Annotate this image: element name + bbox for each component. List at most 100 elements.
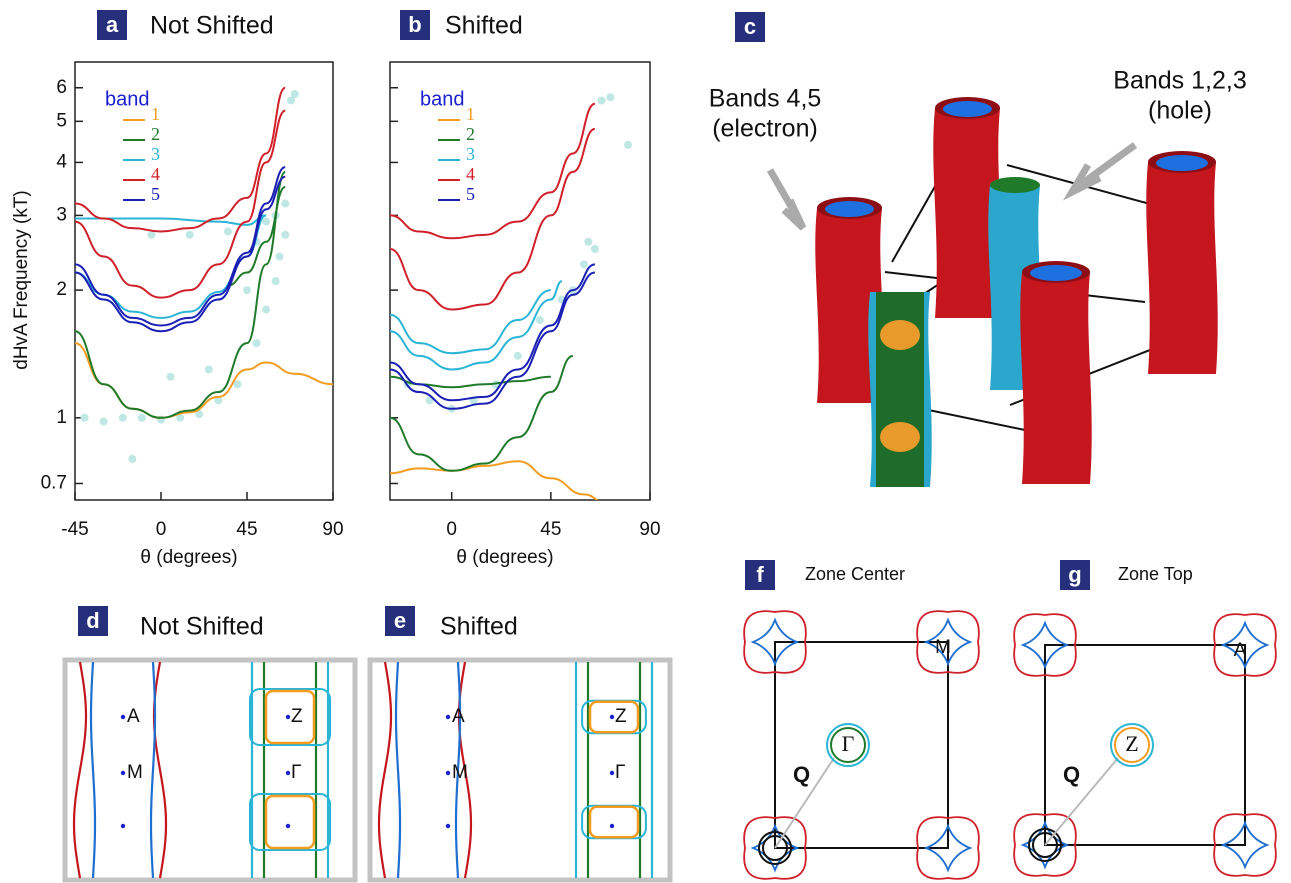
k-label: A [1234, 640, 1247, 661]
band-curve [75, 177, 285, 331]
data-point [275, 253, 283, 261]
annotation: (electron) [712, 115, 818, 143]
chart-title: Not Shifted [150, 12, 274, 40]
data-point [100, 418, 108, 426]
x-axis-label: θ (degrees) [456, 547, 553, 568]
zone-square [775, 642, 948, 848]
legend-title: band [105, 88, 150, 110]
arrow [1072, 145, 1135, 192]
band-curve [390, 377, 551, 388]
band-curve [75, 343, 333, 418]
y-tick-label: 2 [56, 279, 67, 300]
arrow [770, 170, 803, 228]
k-label: Γ [291, 762, 301, 783]
y-tick-label: 5 [56, 110, 67, 131]
legend-label: 5 [151, 184, 160, 204]
figure: aNot Shifted0.7123456-4504590θ (degrees)… [0, 0, 1291, 883]
q-vector [1045, 758, 1118, 845]
pocket [880, 422, 920, 452]
data-point [514, 352, 522, 360]
contour-line [151, 662, 155, 878]
legend-label: 1 [466, 104, 475, 124]
contour-line [154, 662, 166, 878]
data-point [281, 231, 289, 239]
x-tick-label: 90 [322, 519, 343, 540]
k-label: A [127, 706, 140, 727]
panel-letter: a [106, 12, 119, 37]
band-curve [390, 290, 551, 353]
panel-title: Zone Center [805, 564, 905, 584]
contour-line [379, 662, 391, 878]
legend-label: 5 [466, 184, 475, 204]
x-tick-label: -45 [61, 519, 88, 540]
annotation: (hole) [1148, 97, 1212, 125]
k-point [121, 824, 125, 828]
data-point [291, 90, 299, 98]
band-curve [390, 461, 606, 503]
k-label: Γ [615, 762, 625, 783]
data-point [591, 245, 599, 253]
data-point [167, 373, 175, 381]
data-point [224, 227, 232, 235]
k-point [446, 824, 450, 828]
band-curve [75, 111, 285, 298]
x-tick-label: 90 [639, 519, 660, 540]
panel-letter: d [86, 608, 99, 633]
tube-top [990, 177, 1040, 193]
fermi-cylinder [1020, 272, 1091, 484]
band-curve [390, 129, 595, 310]
band-curve [390, 264, 595, 400]
y-tick-label: 4 [56, 151, 67, 172]
data-point [262, 218, 270, 226]
k-point [121, 771, 125, 775]
k-label: M [452, 762, 468, 783]
plot-area [390, 93, 632, 503]
k-point [446, 715, 450, 719]
k-point [610, 824, 614, 828]
contour-line [91, 662, 95, 878]
panel-title: Shifted [440, 613, 518, 641]
x-tick-label: 45 [540, 519, 561, 540]
k-point [286, 824, 290, 828]
data-point [81, 414, 89, 422]
data-point [119, 414, 127, 422]
legend-label: 3 [151, 144, 160, 164]
band-curve [390, 356, 573, 471]
panel-letter: c [744, 14, 756, 39]
data-point [584, 238, 592, 246]
vector-label: Q [793, 762, 810, 787]
k-label: M [127, 762, 143, 783]
x-tick-label: 0 [446, 519, 457, 540]
legend-label: 2 [151, 124, 160, 144]
x-axis-label: θ (degrees) [140, 547, 237, 568]
legend-label: 1 [151, 104, 160, 124]
plot-frame [75, 62, 333, 500]
y-tick-label: 1 [56, 407, 67, 428]
data-point [138, 414, 146, 422]
panel-letter: f [756, 562, 764, 587]
contour-line [396, 662, 400, 878]
legend-label: 3 [466, 144, 475, 164]
zone-square [1045, 645, 1245, 845]
pocket-contour [266, 796, 314, 848]
data-point [580, 260, 588, 268]
data-point [262, 306, 270, 314]
pocket-contour [590, 807, 638, 837]
panel-letter: g [1068, 562, 1081, 587]
k-label: Γ [842, 731, 855, 756]
legend-title: band [420, 88, 465, 110]
plot-area [75, 88, 333, 463]
data-point [243, 286, 251, 294]
k-point [446, 771, 450, 775]
contour-line [74, 662, 86, 878]
plot-frame [390, 62, 650, 500]
band-curve [390, 281, 562, 369]
k-point [610, 771, 614, 775]
x-tick-label: 45 [236, 519, 257, 540]
pocket [880, 320, 920, 350]
data-point [624, 141, 632, 149]
k-label: Z [291, 706, 303, 727]
panel-letter: b [408, 12, 421, 37]
y-tick-label: 3 [56, 204, 67, 225]
k-point [121, 715, 125, 719]
